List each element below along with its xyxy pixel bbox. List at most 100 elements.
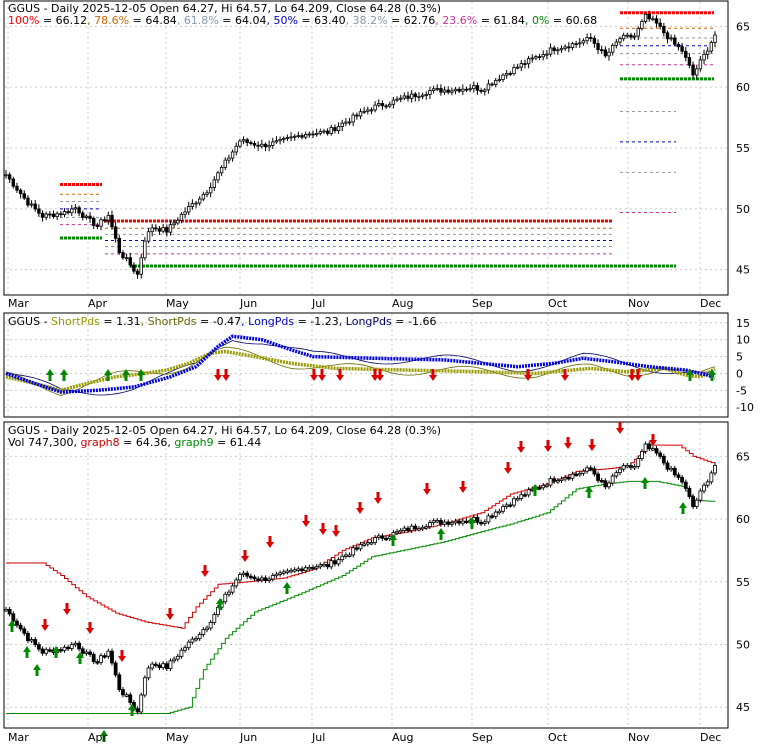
price-bar-body (347, 121, 352, 124)
price-bar-body (581, 470, 586, 474)
price-bar-body (183, 647, 187, 651)
price-bar-body (311, 133, 315, 136)
price-bar-body (457, 520, 462, 524)
price-bar-body (165, 227, 169, 233)
price-bar-body (687, 57, 692, 66)
y-tick-label-panel2: -5 (736, 384, 747, 397)
price-bar-body (314, 132, 319, 135)
longpds-line-thin (5, 340, 716, 396)
price-bar-body (351, 114, 355, 123)
price-bar-body (271, 141, 275, 146)
sell-signal-arrow (376, 369, 384, 381)
price-bar-body (245, 139, 249, 143)
price-bar-body (552, 478, 557, 482)
price-bar-body (545, 53, 549, 56)
price-bar-body (285, 570, 290, 573)
fib-legend-label: 100% (8, 14, 39, 27)
price-bar-body (534, 56, 538, 59)
price-bar-body (325, 563, 330, 568)
sell-signal-arrow (504, 462, 512, 474)
price-bar-body (194, 638, 198, 641)
price-bar-body (205, 627, 209, 630)
price-bar-body (48, 213, 52, 216)
price-bar-body (4, 174, 8, 177)
price-bar-body (428, 522, 432, 527)
price-bar-body (26, 197, 30, 206)
y-tick-label-panel1: 45 (736, 264, 750, 277)
price-bar-body (194, 202, 198, 205)
sell-signal-arrow (588, 439, 596, 451)
price-bar-body (282, 137, 286, 140)
x-month-label-top: Dec (700, 297, 721, 310)
panel2-plot (5, 334, 716, 396)
price-bar-body (274, 140, 279, 143)
price-bar-body (241, 139, 246, 142)
price-bar-body (702, 484, 706, 492)
buy-signal-arrow (100, 730, 108, 742)
price-bar-body (428, 90, 432, 95)
panel2-legend-value: = -0.47 (196, 315, 241, 328)
price-bar-body (713, 34, 717, 43)
fib-legend-value: = 64.04 (219, 14, 267, 27)
price-bar-body (66, 646, 71, 650)
price-bar-body (446, 521, 451, 525)
price-bar-body (154, 227, 158, 230)
price-bar-body (435, 88, 439, 90)
sell-signal-arrow (561, 369, 569, 381)
sell-signal-arrow (201, 565, 209, 577)
price-bar-body (413, 525, 418, 530)
price-bar-body (88, 651, 92, 655)
panel3-legend: Vol 747,300, graph8 = 64.36, graph9 = 61… (8, 436, 261, 449)
price-bar-body (161, 227, 165, 232)
price-bar-body (402, 95, 407, 99)
price-bar-body (563, 477, 568, 480)
panel2-ticker: GGUS - (8, 315, 51, 328)
price-bar-body (475, 85, 480, 91)
price-bar-body (150, 663, 155, 669)
panel2-legend-value: = -1.23 (294, 315, 339, 328)
price-bar-body (658, 452, 663, 457)
axes-labels: 6560555045151050-5-106560555045MarMarApr… (8, 20, 754, 744)
x-month-label-top: Aug (392, 297, 413, 310)
price-bar-body (417, 528, 421, 531)
price-bar-body (347, 554, 352, 557)
price-bar-body (300, 135, 304, 138)
price-bar-body (190, 638, 195, 643)
price-bar-body (227, 157, 231, 161)
price-bar-body (632, 35, 637, 38)
price-bar-body (135, 708, 140, 713)
price-bar-body (497, 510, 502, 514)
price-bar-body (267, 578, 272, 581)
price-bar-body (585, 467, 589, 472)
price-bar-body (22, 193, 26, 199)
price-bar-body (614, 41, 619, 46)
price-bar-body (574, 473, 579, 477)
price-bar-body (585, 37, 589, 42)
fib-legend-label: 61.8% (184, 14, 219, 27)
price-bar-body (336, 126, 341, 132)
panel2-legend-value: = 1.31 (100, 315, 141, 328)
price-bar-body (47, 649, 52, 652)
price-bar-body (212, 179, 217, 188)
price-bar-body (227, 591, 231, 595)
price-bar-body (223, 593, 228, 603)
fib-legend-value: = 66.12 (39, 14, 87, 27)
price-bar-body (95, 225, 100, 227)
fib-legend-sep: , (266, 14, 273, 27)
price-bar-body (197, 198, 202, 204)
buy-signal-arrow (128, 704, 136, 716)
fib-legend-label: 38.2% (353, 14, 388, 27)
sell-signal-arrow (319, 523, 327, 535)
price-bar-body (709, 42, 714, 52)
price-bar-body (713, 464, 717, 474)
price-bar-body (687, 487, 692, 497)
price-bar-body (541, 54, 545, 58)
sell-signal-arrow (371, 369, 379, 381)
price-bar-body (578, 42, 582, 45)
buy-signal-arrow (679, 502, 687, 514)
price-bar-body (187, 206, 191, 213)
y-tick-label-panel2: 15 (736, 317, 750, 330)
y-tick-label-panel3: 55 (736, 576, 750, 589)
price-bar-body (113, 662, 118, 676)
